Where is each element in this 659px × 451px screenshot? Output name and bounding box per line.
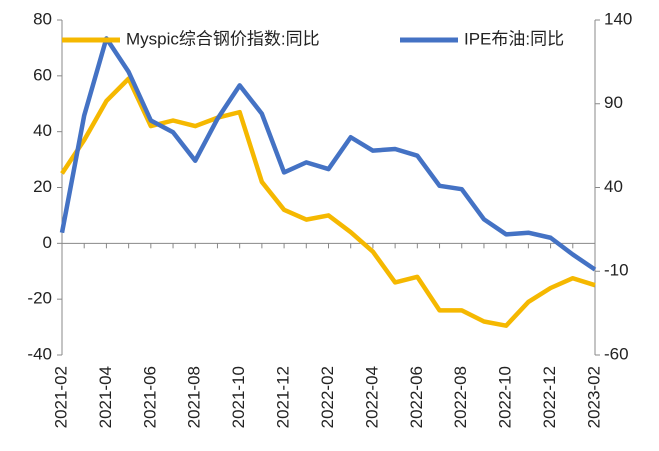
y-tick-label: 20 (33, 177, 52, 196)
x-tick-label: 2023-02 (584, 366, 603, 428)
x-tick-label: 2022-10 (496, 366, 515, 428)
x-tick-label: 2021-08 (185, 366, 204, 428)
y2-tick-label: -60 (604, 344, 629, 363)
series-line (60, 76, 596, 328)
x-tick-label: 2022-04 (362, 366, 381, 428)
x-tick-label: 2022-08 (451, 366, 470, 428)
x-tick-label: 2021-12 (274, 366, 293, 428)
legend-label: IPE布油:同比 (464, 29, 564, 48)
y-tick-label: -20 (27, 289, 52, 308)
y2-tick-label: -10 (604, 261, 629, 280)
x-tick-label: 2021-06 (140, 366, 159, 428)
y-tick-label: 0 (43, 233, 52, 252)
x-tick-label: 2021-02 (51, 366, 70, 428)
y-tick-label: -40 (27, 344, 52, 363)
series-line (59, 36, 597, 272)
x-tick-label: 2021-04 (96, 366, 115, 428)
y2-tick-label: 40 (604, 177, 623, 196)
y-tick-label: 40 (33, 121, 52, 140)
x-tick-label: 2022-12 (540, 366, 559, 428)
y2-tick-label: 140 (604, 9, 632, 28)
y-tick-label: 80 (33, 9, 52, 28)
y-tick-label: 60 (33, 65, 52, 84)
x-tick-label: 2022-06 (407, 366, 426, 428)
x-tick-label: 2021-10 (229, 366, 248, 428)
legend-label: Myspic综合钢价指数:同比 (126, 29, 320, 48)
y2-tick-label: 90 (604, 93, 623, 112)
x-tick-label: 2022-02 (318, 366, 337, 428)
